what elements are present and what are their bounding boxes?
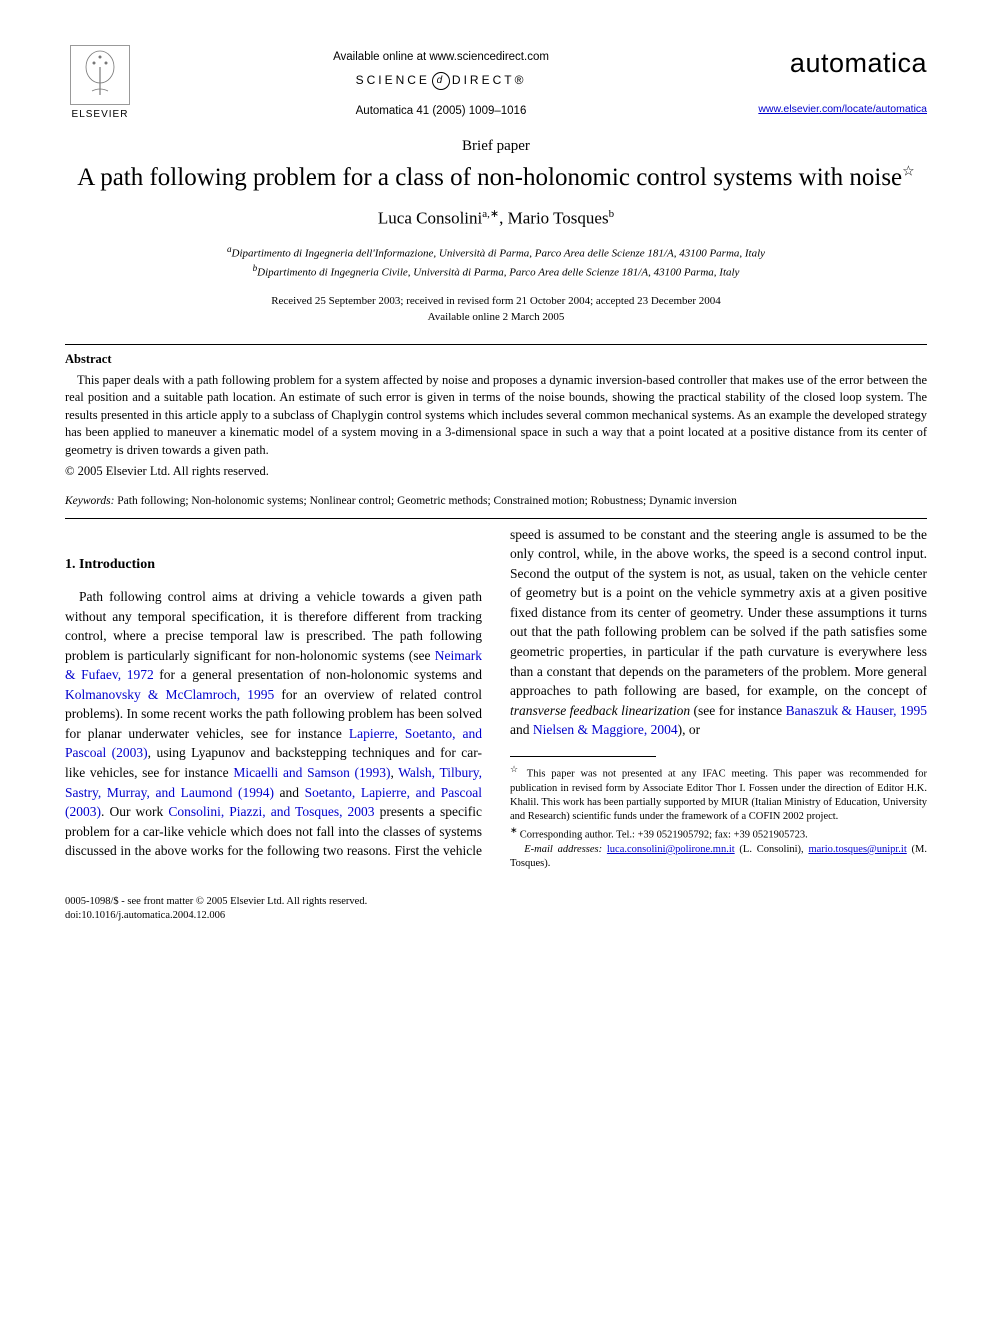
- available-online-text: Available online at www.sciencedirect.co…: [135, 50, 747, 66]
- citation-link[interactable]: Consolini, Piazzi, and Tosques, 2003: [168, 804, 374, 819]
- affiliation-b: bDipartimento di Ingegneria Civile, Univ…: [65, 262, 927, 281]
- doi-line: doi:10.1016/j.automatica.2004.12.006: [65, 909, 927, 923]
- keywords-text: Path following; Non-holonomic systems; N…: [114, 495, 737, 507]
- footnote-separator: [510, 756, 656, 757]
- paper-type-label: Brief paper: [65, 136, 927, 156]
- footnote-corresponding: ∗ Corresponding author. Tel.: +39 052190…: [510, 824, 927, 843]
- abstract-body: This paper deals with a path following p…: [65, 372, 927, 460]
- right-header: automatica www.elsevier.com/locate/autom…: [747, 45, 927, 118]
- section-1-heading: 1. Introduction: [65, 555, 482, 575]
- dates-received: Received 25 September 2003; received in …: [65, 293, 927, 310]
- title-footnote-marker: ☆: [902, 164, 915, 179]
- keywords-label: Keywords:: [65, 495, 114, 507]
- affiliations: aDipartimento di Ingegneria dell'Informa…: [65, 243, 927, 281]
- elsevier-label: ELSEVIER: [72, 108, 129, 122]
- footnote-star: ☆ This paper was not presented at any IF…: [510, 763, 927, 824]
- citation-link[interactable]: Kolmanovsky & McClamroch, 1995: [65, 687, 274, 702]
- keywords: Keywords: Path following; Non-holonomic …: [65, 494, 927, 510]
- citation-link[interactable]: Micaelli and Samson (1993): [233, 765, 390, 780]
- footnote-emails: E-mail addresses: luca.consolini@poliron…: [510, 843, 927, 871]
- dates-online: Available online 2 March 2005: [65, 309, 927, 326]
- sciencedirect-logo: SCIENCEdDIRECT®: [135, 72, 747, 90]
- journal-name: automatica: [747, 45, 927, 81]
- abstract-heading: Abstract: [65, 351, 927, 368]
- author-list: Luca Consolinia,∗, Mario Tosquesb: [65, 207, 927, 231]
- citation-link[interactable]: Banaszuk & Hauser, 1995: [786, 703, 927, 718]
- center-header: Available online at www.sciencedirect.co…: [135, 45, 747, 119]
- footnote-block: ☆ This paper was not presented at any IF…: [510, 763, 927, 871]
- sd-circle-icon: d: [432, 72, 450, 90]
- journal-homepage-link[interactable]: www.elsevier.com/locate/automatica: [758, 103, 927, 115]
- front-matter-line: 0005-1098/$ - see front matter © 2005 El…: [65, 895, 927, 909]
- title-text: A path following problem for a class of …: [77, 164, 902, 191]
- author-1: Luca Consolini: [378, 209, 482, 228]
- journal-reference: Automatica 41 (2005) 1009–1016: [135, 104, 747, 120]
- body-columns: 1. Introduction Path following control a…: [65, 525, 927, 871]
- sd-right: DIRECT®: [452, 73, 527, 87]
- page-footer: 0005-1098/$ - see front matter © 2005 El…: [65, 895, 927, 923]
- author-2: Mario Tosques: [508, 209, 609, 228]
- email-link[interactable]: luca.consolini@polirone.mn.it: [607, 844, 735, 855]
- affiliation-a: aDipartimento di Ingegneria dell'Informa…: [65, 243, 927, 262]
- page-header: ELSEVIER Available online at www.science…: [65, 45, 927, 122]
- divider: [65, 518, 927, 519]
- elsevier-tree-icon: [70, 45, 130, 105]
- sd-left: SCIENCE: [356, 73, 430, 87]
- citation-link[interactable]: Nielsen & Maggiore, 2004: [533, 722, 678, 737]
- abstract-copyright: © 2005 Elsevier Ltd. All rights reserved…: [65, 463, 927, 480]
- divider: [65, 344, 927, 345]
- article-dates: Received 25 September 2003; received in …: [65, 293, 927, 326]
- publisher-logo: ELSEVIER: [65, 45, 135, 122]
- author-1-sup: a,∗: [482, 208, 499, 220]
- paper-title: A path following problem for a class of …: [65, 162, 927, 193]
- author-2-sup: b: [609, 208, 615, 220]
- italic-term: transverse feedback linearization: [510, 703, 690, 718]
- email-link[interactable]: mario.tosques@unipr.it: [808, 844, 906, 855]
